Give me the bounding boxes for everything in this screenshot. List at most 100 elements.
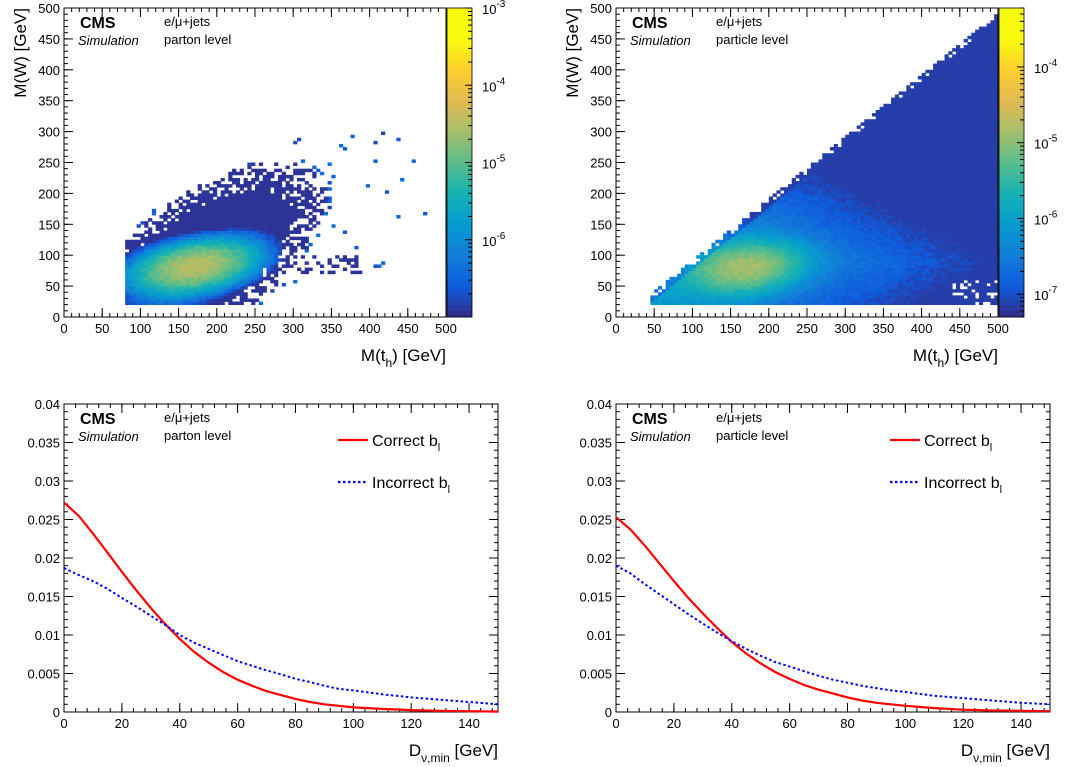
heatmap-cell <box>875 109 880 114</box>
heatmap-cell <box>243 233 248 238</box>
heatmap-cell <box>933 106 938 111</box>
heatmap-cell <box>354 261 359 265</box>
heatmap-cell <box>871 261 877 265</box>
heatmap-cell <box>868 245 873 250</box>
heatmap-cell <box>190 233 195 238</box>
heatmap-cell <box>936 162 942 166</box>
heatmap-cell <box>810 255 816 259</box>
heatmap-cell <box>849 255 854 259</box>
heatmap-cell <box>936 66 942 71</box>
heatmap-cell <box>829 224 835 228</box>
heatmap-cell <box>304 168 309 173</box>
heatmap-cell <box>125 267 130 272</box>
heatmap-cell <box>715 286 720 290</box>
heatmap-cell <box>891 276 896 281</box>
heatmap-cell <box>860 184 865 188</box>
heatmap-cell <box>871 202 877 207</box>
heatmap-cell <box>780 218 785 222</box>
heatmap-cell <box>826 208 831 213</box>
heatmap-cell <box>228 230 233 234</box>
heatmap-cell <box>921 245 926 250</box>
heatmap-cell <box>887 239 892 244</box>
heatmap-cell <box>898 258 903 262</box>
heatmap-cell <box>274 264 279 268</box>
heatmap-cell <box>936 79 942 83</box>
heatmap-cell <box>818 181 823 185</box>
heatmap-cell <box>304 196 309 200</box>
heatmap-cell <box>140 252 145 256</box>
heatmap-cell <box>224 261 229 265</box>
heatmap-cell <box>875 202 880 207</box>
heatmap-cell <box>251 196 256 200</box>
heatmap-cell <box>239 187 244 191</box>
heatmap-cell <box>841 140 846 145</box>
heatmap-cell <box>312 174 317 179</box>
heatmap-cell <box>780 236 785 241</box>
heatmap-cell <box>860 181 865 185</box>
heatmap-cell <box>749 233 754 238</box>
heatmap-cell <box>277 211 283 216</box>
heatmap-cell <box>860 218 865 222</box>
channel-label: e/μ+jets <box>164 14 211 29</box>
heatmap-cell <box>281 211 286 216</box>
heatmap-cell <box>776 211 781 216</box>
heatmap-cell <box>856 196 861 200</box>
heatmap-cell <box>776 292 781 296</box>
heatmap-cell <box>757 292 762 296</box>
heatmap-cell <box>887 147 892 151</box>
heatmap-cell <box>894 283 900 287</box>
heatmap-cell <box>726 273 731 278</box>
heatmap-cell <box>258 218 264 222</box>
heatmap-cell <box>270 215 275 219</box>
heatmap-cell <box>745 295 751 299</box>
heatmap-cell <box>220 264 225 268</box>
heatmap-cell <box>212 230 218 234</box>
heatmap-cell <box>726 289 731 293</box>
heatmap-cell <box>902 193 907 197</box>
heatmap-cell <box>902 119 907 123</box>
heatmap-cell <box>151 236 157 241</box>
heatmap-cell <box>810 279 816 284</box>
heatmap-cell <box>182 286 187 290</box>
heatmap-cell <box>826 279 831 284</box>
heatmap-cell <box>841 242 846 247</box>
heatmap-cell <box>921 301 926 306</box>
heatmap-cell <box>247 221 252 225</box>
heatmap-cell <box>159 255 164 259</box>
heatmap-cell <box>182 292 187 296</box>
heatmap-cell <box>871 150 877 154</box>
heatmap-cell <box>925 82 930 86</box>
heatmap-cell <box>768 295 774 299</box>
heatmap-cell <box>818 202 823 207</box>
heatmap-cell <box>936 264 942 268</box>
heatmap-cell <box>719 249 724 253</box>
heatmap-cell <box>818 267 823 272</box>
heatmap-cell <box>235 199 241 204</box>
heatmap-cell <box>933 273 938 278</box>
heatmap-cell <box>251 193 256 197</box>
heatmap-cell <box>845 289 850 293</box>
heatmap-cell <box>868 187 873 191</box>
heatmap-cell <box>228 199 233 204</box>
heatmap-cell <box>929 283 934 287</box>
heatmap-cell <box>807 177 812 182</box>
heatmap-cell <box>929 165 934 170</box>
heatmap-cell <box>784 292 789 296</box>
heatmap-cell <box>411 159 416 163</box>
heatmap-cell <box>677 283 682 287</box>
heatmap-cell <box>742 252 747 256</box>
heatmap-cell <box>829 202 835 207</box>
heatmap-cell <box>787 267 793 272</box>
heatmap-cell <box>883 286 888 290</box>
heatmap-cell <box>140 264 145 268</box>
heatmap-cell <box>845 177 850 182</box>
heatmap-cell <box>174 224 179 228</box>
heatmap-cell <box>167 208 172 213</box>
heatmap-cell <box>163 298 168 302</box>
heatmap-cell <box>799 218 804 222</box>
heatmap-cell <box>178 239 183 244</box>
heatmap-cell <box>910 106 915 111</box>
heatmap-cell <box>891 208 896 213</box>
heatmap-cell <box>913 109 919 114</box>
heatmap-cell <box>799 224 804 228</box>
